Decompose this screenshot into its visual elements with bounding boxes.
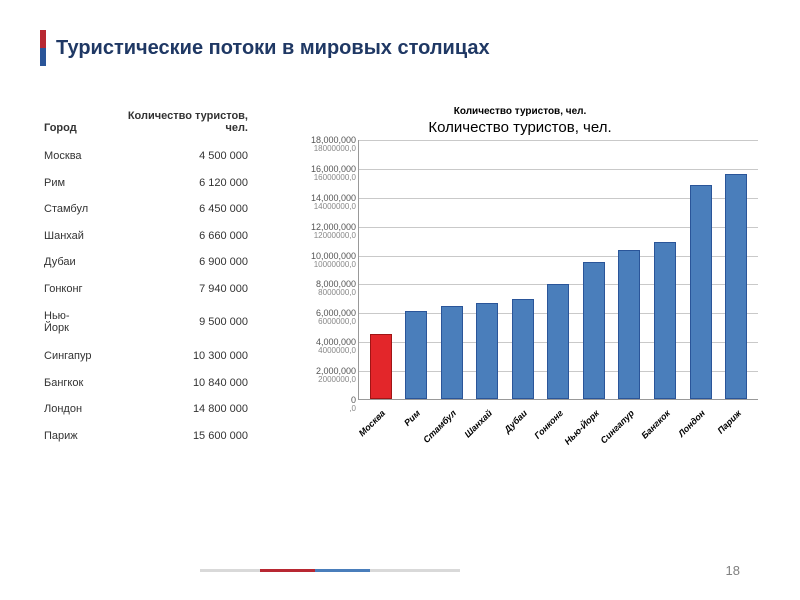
table-row: Лондон14 800 000 bbox=[42, 397, 258, 422]
ytick-sec: 2000000,0 bbox=[280, 375, 356, 384]
table-row: Гонконг7 940 000 bbox=[42, 277, 258, 302]
chart-xlabel: Стамбул bbox=[440, 402, 462, 462]
cell-value: 6 120 000 bbox=[106, 171, 258, 196]
cell-value: 4 500 000 bbox=[106, 144, 258, 169]
table-col-value: Количество туристов, чел. bbox=[106, 108, 258, 142]
page-number: 18 bbox=[726, 563, 740, 578]
accent-red bbox=[40, 30, 46, 48]
footer-seg-blue bbox=[315, 569, 370, 572]
table-row: Нью-Йорк9 500 000 bbox=[42, 303, 258, 342]
table-row: Москва4 500 000 bbox=[42, 144, 258, 169]
cell-city: Нью-Йорк bbox=[42, 303, 104, 342]
table-col-city: Город bbox=[42, 108, 104, 142]
cell-value: 6 450 000 bbox=[106, 197, 258, 222]
ytick-sec: 16000000,0 bbox=[280, 173, 356, 182]
ytick-sec: ,0 bbox=[280, 404, 356, 413]
chart-xlabel: Дубаи bbox=[511, 402, 533, 462]
table-row: Сингапур10 300 000 bbox=[42, 344, 258, 369]
ytick-sec: 12000000,0 bbox=[280, 231, 356, 240]
chart: Количество туристов, чел. Количество тур… bbox=[280, 106, 760, 450]
table-row: Дубаи6 900 000 bbox=[42, 250, 258, 275]
cell-city: Москва bbox=[42, 144, 104, 169]
cell-value: 6 900 000 bbox=[106, 250, 258, 275]
ytick-sec: 18000000,0 bbox=[280, 144, 356, 153]
table-header-row: Город Количество туристов, чел. bbox=[42, 108, 258, 142]
chart-xlabel: Париж bbox=[725, 402, 747, 462]
cell-value: 14 800 000 bbox=[106, 397, 258, 422]
chart-xlabel: Бангкок bbox=[654, 402, 676, 462]
title-accent-bar bbox=[40, 30, 46, 66]
ytick-sec: 6000000,0 bbox=[280, 317, 356, 326]
cell-value: 6 660 000 bbox=[106, 224, 258, 249]
chart-bar bbox=[725, 174, 747, 399]
chart-xlabel: Лондон bbox=[689, 402, 711, 462]
chart-bar bbox=[476, 303, 498, 399]
ytick-sec: 10000000,0 bbox=[280, 260, 356, 269]
cell-city: Бангкок bbox=[42, 370, 104, 395]
chart-xlabel: Нью-Йорк bbox=[583, 402, 605, 462]
cell-city: Рим bbox=[42, 171, 104, 196]
chart-bar bbox=[370, 334, 392, 399]
accent-blue bbox=[40, 48, 46, 66]
table-row: Шанхай6 660 000 bbox=[42, 224, 258, 249]
data-table: Город Количество туристов, чел. Москва4 … bbox=[40, 106, 260, 450]
ytick-sec: 14000000,0 bbox=[280, 202, 356, 211]
cell-value: 15 600 000 bbox=[106, 423, 258, 448]
footer-accent-bar bbox=[200, 569, 460, 572]
chart-xlabel: Рим bbox=[404, 402, 426, 462]
chart-bar bbox=[690, 185, 712, 399]
chart-xlabel: Сингапур bbox=[618, 402, 640, 462]
cell-city: Лондон bbox=[42, 397, 104, 422]
cell-value: 10 840 000 bbox=[106, 370, 258, 395]
cell-value: 7 940 000 bbox=[106, 277, 258, 302]
cell-value: 9 500 000 bbox=[106, 303, 258, 342]
table-row: Стамбул6 450 000 bbox=[42, 197, 258, 222]
chart-xlabels: Москва Рим Стамбул Шанхай Дубаи Гонконг Нью-Йо… bbox=[358, 402, 758, 462]
ytick-sec: 4000000,0 bbox=[280, 346, 356, 355]
chart-title-small: Количество туристов, чел. bbox=[280, 106, 760, 117]
page-title: Туристические потоки в мировых столицах bbox=[56, 37, 490, 60]
footer-seg-red bbox=[260, 569, 315, 572]
ytick-sec: 8000000,0 bbox=[280, 288, 356, 297]
title-row: Туристические потоки в мировых столицах bbox=[40, 30, 760, 66]
chart-plot bbox=[358, 140, 758, 400]
table-row: Бангкок10 840 000 bbox=[42, 370, 258, 395]
chart-bar bbox=[547, 284, 569, 399]
cell-city: Дубаи bbox=[42, 250, 104, 275]
chart-area: 18,000,00016,000,00014,000,00012,000,000… bbox=[280, 140, 760, 450]
cell-city: Гонконг bbox=[42, 277, 104, 302]
cell-city: Сингапур bbox=[42, 344, 104, 369]
table-row: Рим6 120 000 bbox=[42, 171, 258, 196]
cell-city: Париж bbox=[42, 423, 104, 448]
chart-bars bbox=[359, 140, 758, 399]
chart-bar bbox=[405, 311, 427, 399]
cell-city: Стамбул bbox=[42, 197, 104, 222]
chart-bar bbox=[618, 250, 640, 399]
footer-seg-grey2 bbox=[370, 569, 460, 572]
footer-seg-grey bbox=[200, 569, 260, 572]
chart-bar bbox=[512, 299, 534, 399]
slide: Туристические потоки в мировых столицах … bbox=[0, 0, 800, 600]
chart-xlabel: Шанхай bbox=[476, 402, 498, 462]
chart-bar bbox=[583, 262, 605, 399]
chart-xlabel: Гонконг bbox=[547, 402, 569, 462]
chart-title-big: Количество туристов, чел. bbox=[280, 119, 760, 136]
chart-bar bbox=[441, 306, 463, 399]
chart-xlabel: Москва bbox=[369, 402, 391, 462]
table-row: Париж15 600 000 bbox=[42, 423, 258, 448]
cell-value: 10 300 000 bbox=[106, 344, 258, 369]
chart-bar bbox=[654, 242, 676, 399]
content-row: Город Количество туристов, чел. Москва4 … bbox=[40, 106, 760, 450]
cell-city: Шанхай bbox=[42, 224, 104, 249]
